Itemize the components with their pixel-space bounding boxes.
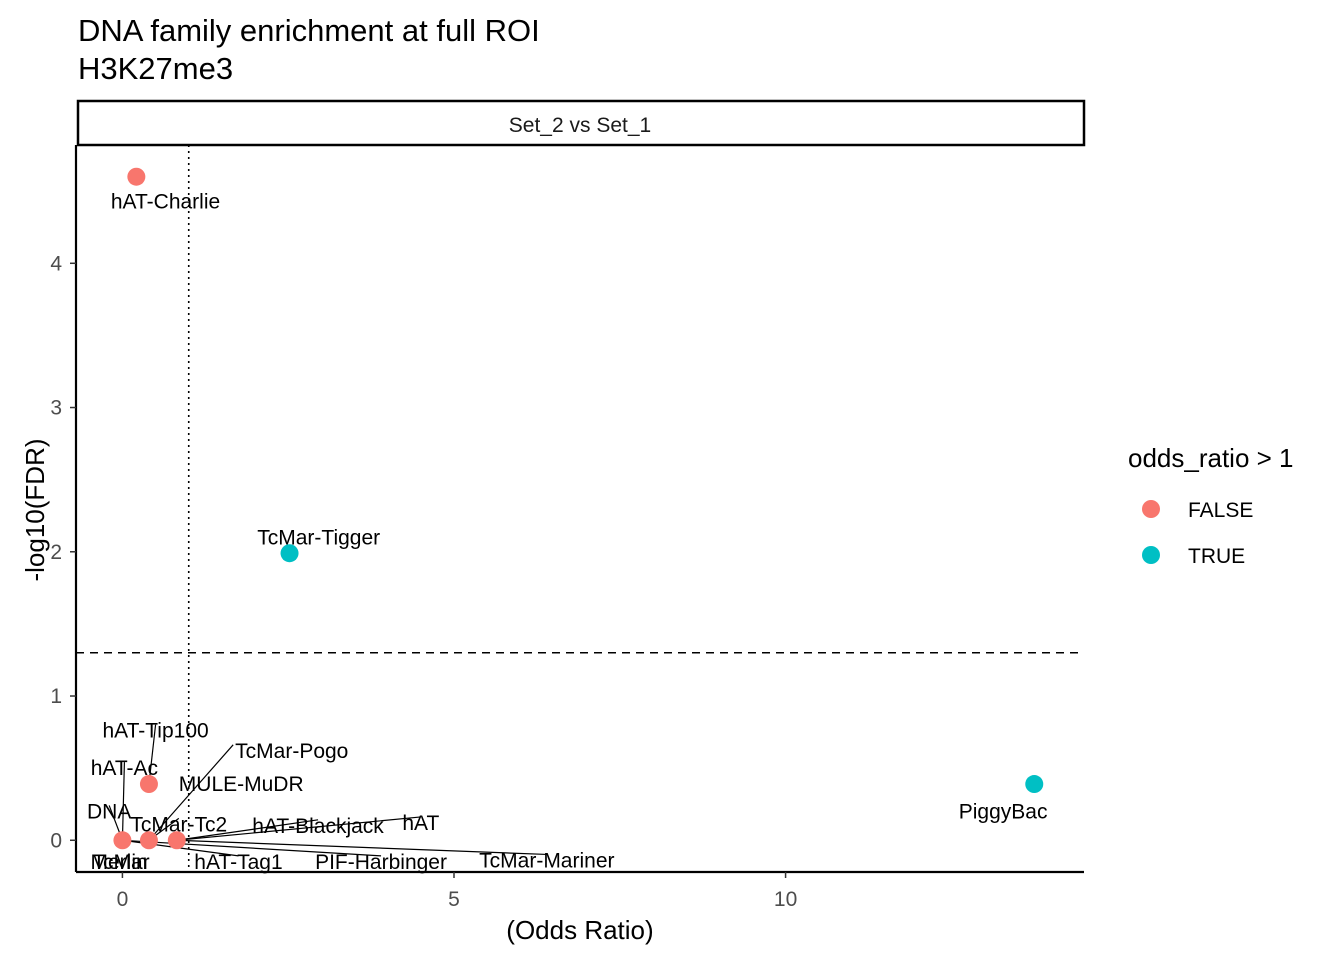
chart-title-line2: H3K27me3 (78, 51, 233, 86)
y-tick-label: 0 (50, 829, 62, 852)
y-axis-label: -log10(FDR) (20, 438, 50, 581)
legend-label-true: TRUE (1188, 545, 1245, 568)
y-tick-label: 2 (50, 541, 62, 564)
point-label: hAT (402, 812, 439, 835)
legend-key-true (1142, 546, 1160, 564)
x-tick-label: 5 (448, 888, 460, 911)
y-tick-label: 3 (50, 397, 62, 420)
data-point (139, 831, 158, 850)
legend-title: odds_ratio > 1 (1128, 443, 1294, 473)
label-leader-line (148, 744, 234, 841)
point-label: TcMar-Mariner (479, 849, 614, 872)
facet-strip (76, 99, 1086, 147)
data-point (167, 831, 186, 850)
point-label: TcMar-Tc2 (130, 813, 227, 836)
data-point (280, 544, 299, 563)
data-point (139, 775, 158, 794)
chart-title-line1: DNA family enrichment at full ROI (78, 13, 540, 48)
data-point (113, 831, 132, 850)
label-leader-line (176, 819, 319, 841)
point-label: DNA (87, 800, 131, 823)
facet-label: Set_2 vs Set_1 (509, 114, 651, 137)
data-point (1025, 775, 1044, 794)
label-leader-line (176, 839, 547, 856)
plot-area: 0 5 10 0 1 2 3 4 hAT-Charlie TcMar-Tigger PiggyBac… (50, 145, 1084, 911)
x-tick-label: 0 (117, 888, 129, 911)
x-axis-label: (Odds Ratio) (506, 915, 653, 945)
label-leader-line (122, 839, 382, 857)
point-label: TcMar-Pogo (235, 740, 348, 763)
legend-key-false (1142, 500, 1160, 518)
legend-label-false: FALSE (1188, 499, 1253, 522)
data-point (127, 167, 146, 186)
point-label: Merlin (91, 851, 148, 874)
point-label: MULE-MuDR (179, 773, 304, 796)
point-label: hAT-Tip100 (102, 720, 208, 743)
point-label: PiggyBac (959, 800, 1048, 823)
legend: odds_ratio > 1 FALSE TRUE (1128, 443, 1294, 568)
label-leader-line (121, 762, 126, 841)
label-leader-line (148, 724, 157, 785)
x-tick-label: 10 (774, 888, 797, 911)
label-leader-line (176, 816, 421, 841)
point-label: hAT-Blackjack (252, 815, 384, 838)
point-label: TcMar-Tigger (257, 526, 380, 549)
point-label: PIF-Harbinger (315, 851, 447, 874)
point-label: hAT-Charlie (111, 190, 220, 213)
point-label: TcMar (93, 851, 150, 874)
point-label: hAT-Tag1 (194, 851, 282, 874)
point-label: hAT-Ac (91, 757, 158, 780)
y-tick-label: 1 (50, 685, 62, 708)
y-tick-label: 4 (50, 252, 62, 275)
